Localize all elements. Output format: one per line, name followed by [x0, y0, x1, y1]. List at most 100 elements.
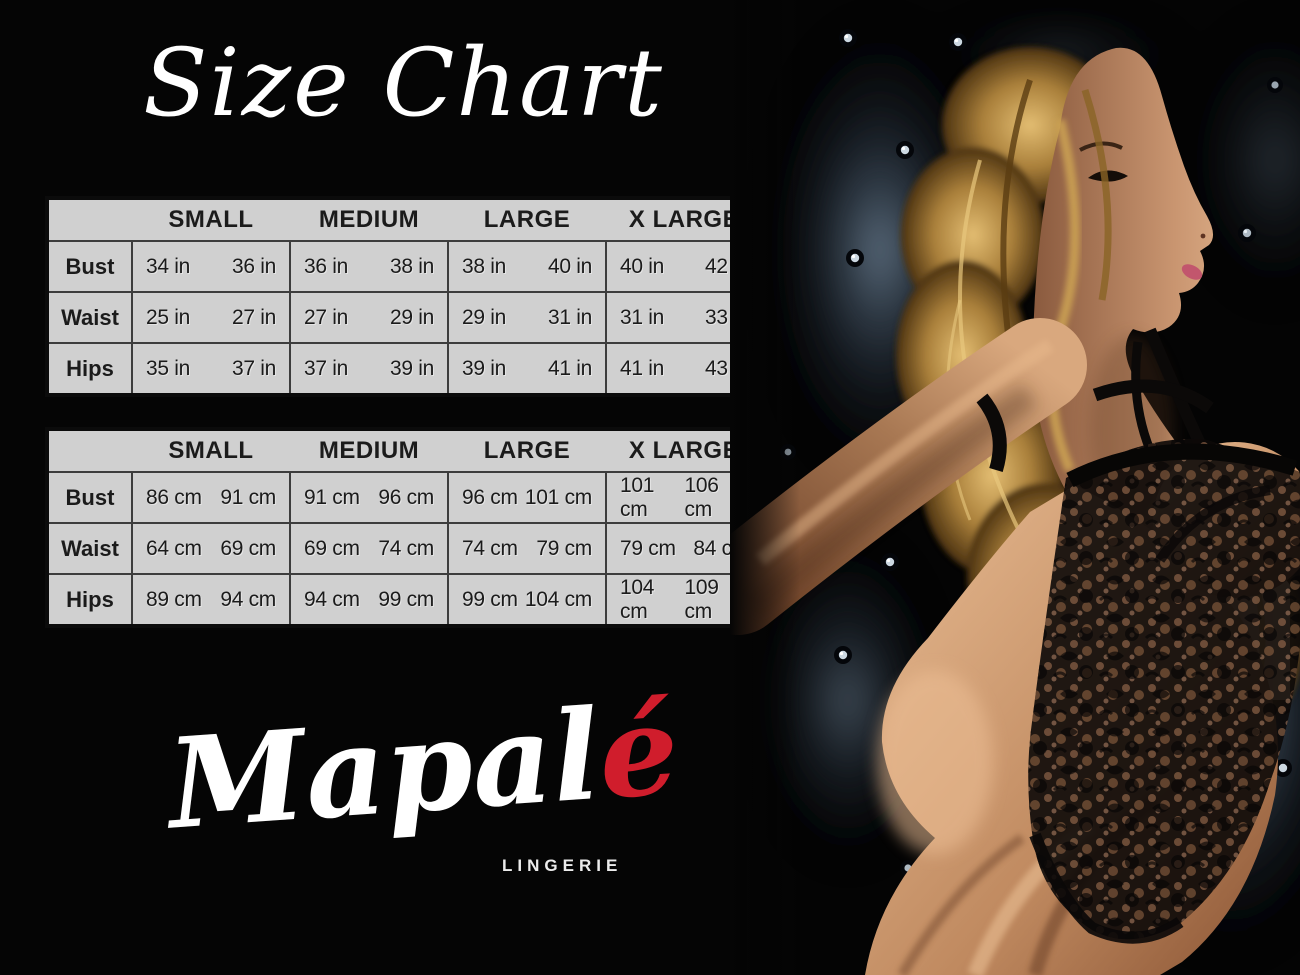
- measure-value: 79 cm: [536, 536, 592, 560]
- measure-cell: 69 cm 74 cm: [289, 522, 449, 575]
- measure-cell: 38 in 40 in: [447, 240, 607, 293]
- row-label: Hips: [46, 342, 133, 396]
- brand-name-accent: é: [594, 677, 684, 828]
- lace-bodysuit: [1028, 438, 1300, 944]
- model-photo-illustration: [691, 0, 1300, 975]
- bra-cup-curve: [1155, 485, 1271, 563]
- col-header-large: LARGE: [448, 428, 606, 473]
- photo-left-fade: [730, 0, 800, 975]
- measure-value: 39 in: [462, 356, 507, 380]
- measure-value: 41 in: [620, 356, 665, 380]
- measure-value: 35 in: [146, 356, 191, 380]
- measure-value: 36 in: [304, 254, 349, 278]
- measure-value: 99 cm: [378, 587, 434, 611]
- measure-cell: 25 in 27 in: [131, 291, 291, 344]
- measure-value: 37 in: [304, 356, 349, 380]
- model-lips: [1181, 264, 1203, 280]
- measure-value: 38 in: [462, 254, 507, 278]
- row-label: Bust: [46, 471, 133, 524]
- measure-value: 96 cm: [378, 485, 434, 509]
- measure-value: 69 cm: [220, 536, 276, 560]
- measure-cell: 91 cm 96 cm: [289, 471, 449, 524]
- measure-value: 38 in: [389, 254, 434, 278]
- measure-value: 96 cm: [462, 485, 518, 509]
- measure-value: 36 in: [231, 254, 276, 278]
- measure-value: 101 cm: [524, 485, 592, 509]
- measure-value: 99 cm: [462, 587, 518, 611]
- measure-value: 86 cm: [146, 485, 202, 509]
- measure-cell: 36 in 38 in: [289, 240, 449, 293]
- table-row-bust: Bust 86 cm 91 cm 91 cm 96 cm 96 cm 101 cm 1…: [46, 471, 765, 524]
- measure-cell: 94 cm 99 cm: [289, 573, 449, 627]
- brand-name-main: Mapal: [163, 682, 605, 858]
- model-photo: [691, 0, 1300, 975]
- measure-value: 101 cm: [620, 473, 655, 521]
- lace-bottom-scallop: [1029, 832, 1184, 944]
- model-figure: [691, 47, 1300, 975]
- measure-value: 79 cm: [620, 536, 676, 560]
- table-header-row: SMALL MEDIUM LARGE X LARGE: [47, 197, 764, 242]
- measure-cell: 27 in 29 in: [289, 291, 449, 344]
- measure-value: 25 in: [146, 305, 191, 329]
- measure-value: 34 in: [146, 254, 191, 278]
- measure-cell: 74 cm 79 cm: [447, 522, 607, 575]
- measure-value: 40 in: [547, 254, 592, 278]
- model-eyelashes: [1088, 170, 1128, 182]
- measure-value: 37 in: [231, 356, 276, 380]
- row-label: Waist: [46, 291, 133, 344]
- brand-logo: Mapalé LINGERIE: [164, 677, 684, 886]
- measure-value: 41 in: [547, 356, 592, 380]
- size-table-centimeters: SMALL MEDIUM LARGE X LARGE Bust 86 cm 91 …: [45, 427, 766, 628]
- table-row-waist: Waist 64 cm 69 cm 69 cm 74 cm 74 cm 79 cm 7…: [46, 522, 765, 575]
- hip-highlight: [877, 670, 993, 854]
- table-row-waist: Waist 25 in 27 in 27 in 29 in 29 in 31 in 3…: [46, 291, 765, 344]
- measure-cell: 96 cm 101 cm: [447, 471, 607, 524]
- page-title: Size Chart: [143, 29, 664, 138]
- measure-value: 89 cm: [146, 587, 202, 611]
- measure-value: 91 cm: [304, 485, 360, 509]
- measure-cell: 29 in 31 in: [447, 291, 607, 344]
- thigh-crease: [897, 833, 1025, 975]
- table-header-row: SMALL MEDIUM LARGE X LARGE: [47, 428, 764, 473]
- table-row-hips: Hips 89 cm 94 cm 94 cm 99 cm 99 cm 104 cm 1…: [46, 573, 765, 627]
- measure-value: 69 cm: [304, 536, 360, 560]
- corner-cell: [47, 428, 132, 473]
- measure-cell: 39 in 41 in: [447, 342, 607, 396]
- measure-cell: 34 in 36 in: [131, 240, 291, 293]
- size-table-inches: SMALL MEDIUM LARGE X LARGE Bust 34 in 36 …: [45, 196, 766, 397]
- measure-value: 27 in: [231, 305, 276, 329]
- bra-cup-edge: [1066, 443, 1298, 488]
- col-header-small: SMALL: [132, 428, 290, 473]
- measure-value: 64 cm: [146, 536, 202, 560]
- row-label: Waist: [46, 522, 133, 575]
- measure-cell: 37 in 39 in: [289, 342, 449, 396]
- col-header-medium: MEDIUM: [290, 428, 448, 473]
- measure-cell: 99 cm 104 cm: [447, 573, 607, 627]
- halter-straps: [976, 327, 1214, 473]
- measure-value: 104 cm: [620, 575, 655, 623]
- measure-cell: 89 cm 94 cm: [131, 573, 291, 627]
- measure-value: 109 cm: [684, 575, 719, 623]
- measure-value: 74 cm: [462, 536, 518, 560]
- row-label: Bust: [46, 240, 133, 293]
- measure-value: 29 in: [389, 305, 434, 329]
- measure-cell: 86 cm 91 cm: [131, 471, 291, 524]
- measure-value: 29 in: [462, 305, 507, 329]
- model-nostril: [1200, 233, 1206, 239]
- table-row-hips: Hips 35 in 37 in 37 in 39 in 39 in 41 in 41…: [46, 342, 765, 396]
- measure-value: 39 in: [389, 356, 434, 380]
- table-row-bust: Bust 34 in 36 in 36 in 38 in 38 in 40 in 40…: [46, 240, 765, 293]
- col-header-medium: MEDIUM: [290, 197, 448, 242]
- measure-value: 106 cm: [684, 473, 719, 521]
- brand-logo-subtitle: LINGERIE: [502, 856, 623, 875]
- corner-cell: [47, 197, 132, 242]
- measure-value: 74 cm: [378, 536, 434, 560]
- measure-cell: 64 cm 69 cm: [131, 522, 291, 575]
- brand-logo-wordmark: Mapalé: [164, 677, 684, 857]
- measure-value: 104 cm: [524, 587, 592, 611]
- row-label: Hips: [46, 573, 133, 627]
- measure-value: 40 in: [620, 254, 665, 278]
- measure-value: 31 in: [620, 305, 665, 329]
- measure-value: 94 cm: [304, 587, 360, 611]
- col-header-large: LARGE: [448, 197, 606, 242]
